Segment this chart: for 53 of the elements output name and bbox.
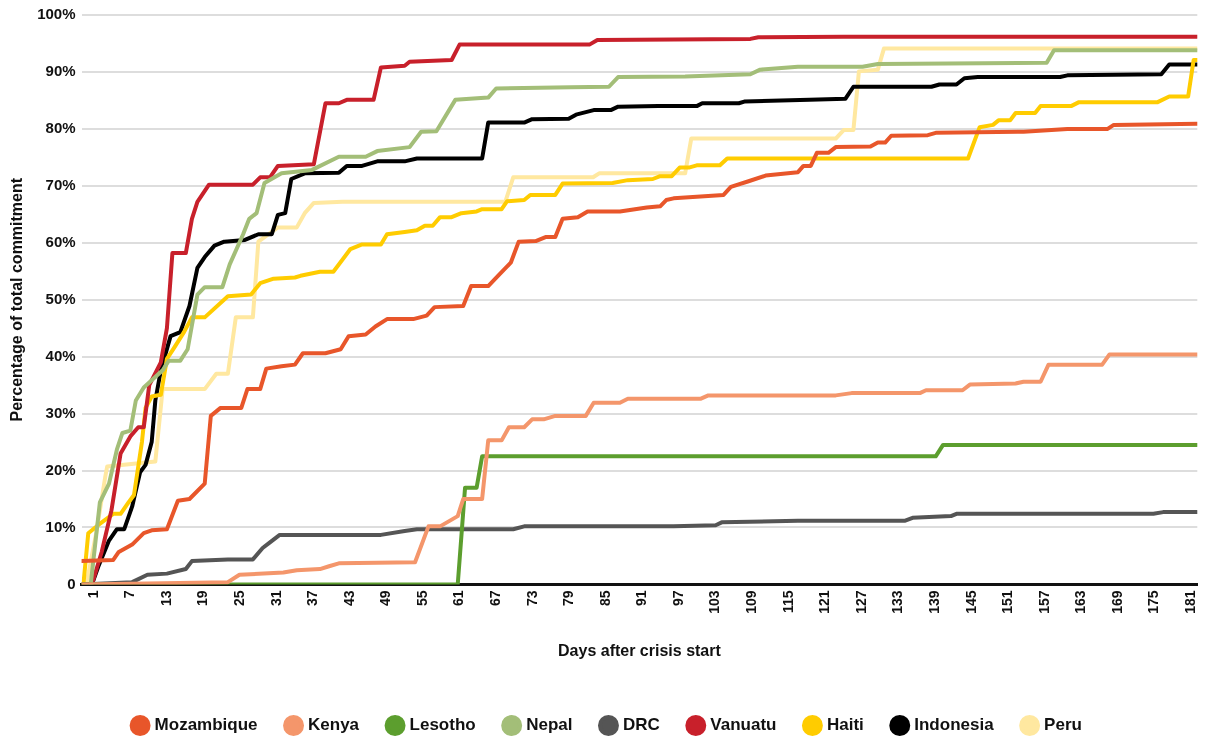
x-tick-label: 151 (999, 590, 1016, 614)
x-tick-label: 19 (194, 590, 211, 607)
x-tick-label: 31 (267, 590, 284, 607)
legend-label: Indonesia (914, 715, 995, 735)
y-tick-label: 20% (45, 460, 76, 478)
x-tick-label: 67 (487, 590, 504, 607)
x-tick-label: 121 (816, 590, 833, 614)
x-tick-label: 91 (633, 590, 650, 607)
legend-label: Mozambique (154, 715, 258, 735)
legend-label: Vanuatu (710, 715, 777, 735)
x-tick-label: 43 (340, 590, 357, 607)
y-tick-label: 40% (45, 346, 76, 364)
y-tick-label: 10% (45, 517, 76, 535)
x-tick-label: 163 (1072, 590, 1089, 614)
x-tick-label: 145 (962, 590, 979, 614)
y-tick-label: 80% (45, 119, 76, 137)
x-tick-label: 37 (304, 590, 321, 607)
y-tick-label: 90% (45, 62, 76, 80)
x-tick-label: 7 (121, 590, 138, 599)
x-axis-title: Days after crisis start (558, 641, 722, 659)
x-tick-label: 175 (1145, 590, 1162, 614)
x-tick-label: 109 (743, 590, 760, 614)
y-tick-label: 50% (45, 289, 76, 307)
x-tick-label: 61 (450, 590, 467, 607)
x-tick-label: 55 (413, 590, 430, 607)
x-tick-label: 13 (157, 590, 174, 607)
x-tick-label: 97 (669, 590, 686, 607)
legend-label: Kenya (308, 715, 360, 735)
x-tick-label: 1 (84, 590, 101, 599)
y-tick-label: 0 (67, 574, 76, 592)
x-tick-label: 133 (889, 590, 906, 614)
legend-label: DRC (622, 715, 660, 735)
legend-label: Nepal (526, 715, 573, 735)
x-tick-label: 127 (852, 590, 869, 614)
y-tick-label: 60% (45, 232, 76, 250)
legend-label: Peru (1044, 715, 1082, 735)
x-tick-label: 25 (230, 590, 247, 607)
legend-label: Haiti (826, 715, 864, 735)
x-tick-label: 169 (1108, 590, 1125, 614)
x-tick-label: 181 (1182, 590, 1199, 614)
legend-label: Lesotho (409, 715, 476, 735)
x-tick-label: 103 (706, 590, 723, 614)
x-tick-label: 85 (596, 590, 613, 607)
y-tick-label: 30% (45, 403, 76, 421)
x-tick-label: 157 (1035, 590, 1052, 614)
y-tick-label: 70% (45, 175, 76, 193)
y-tick-label: 100% (37, 5, 76, 23)
x-tick-label: 49 (377, 590, 394, 607)
x-tick-label: 79 (560, 590, 577, 607)
x-tick-label: 115 (779, 590, 796, 614)
y-axis-title: Percentage of total commitment (8, 177, 26, 422)
x-tick-label: 139 (925, 590, 942, 614)
x-tick-label: 73 (523, 590, 540, 607)
